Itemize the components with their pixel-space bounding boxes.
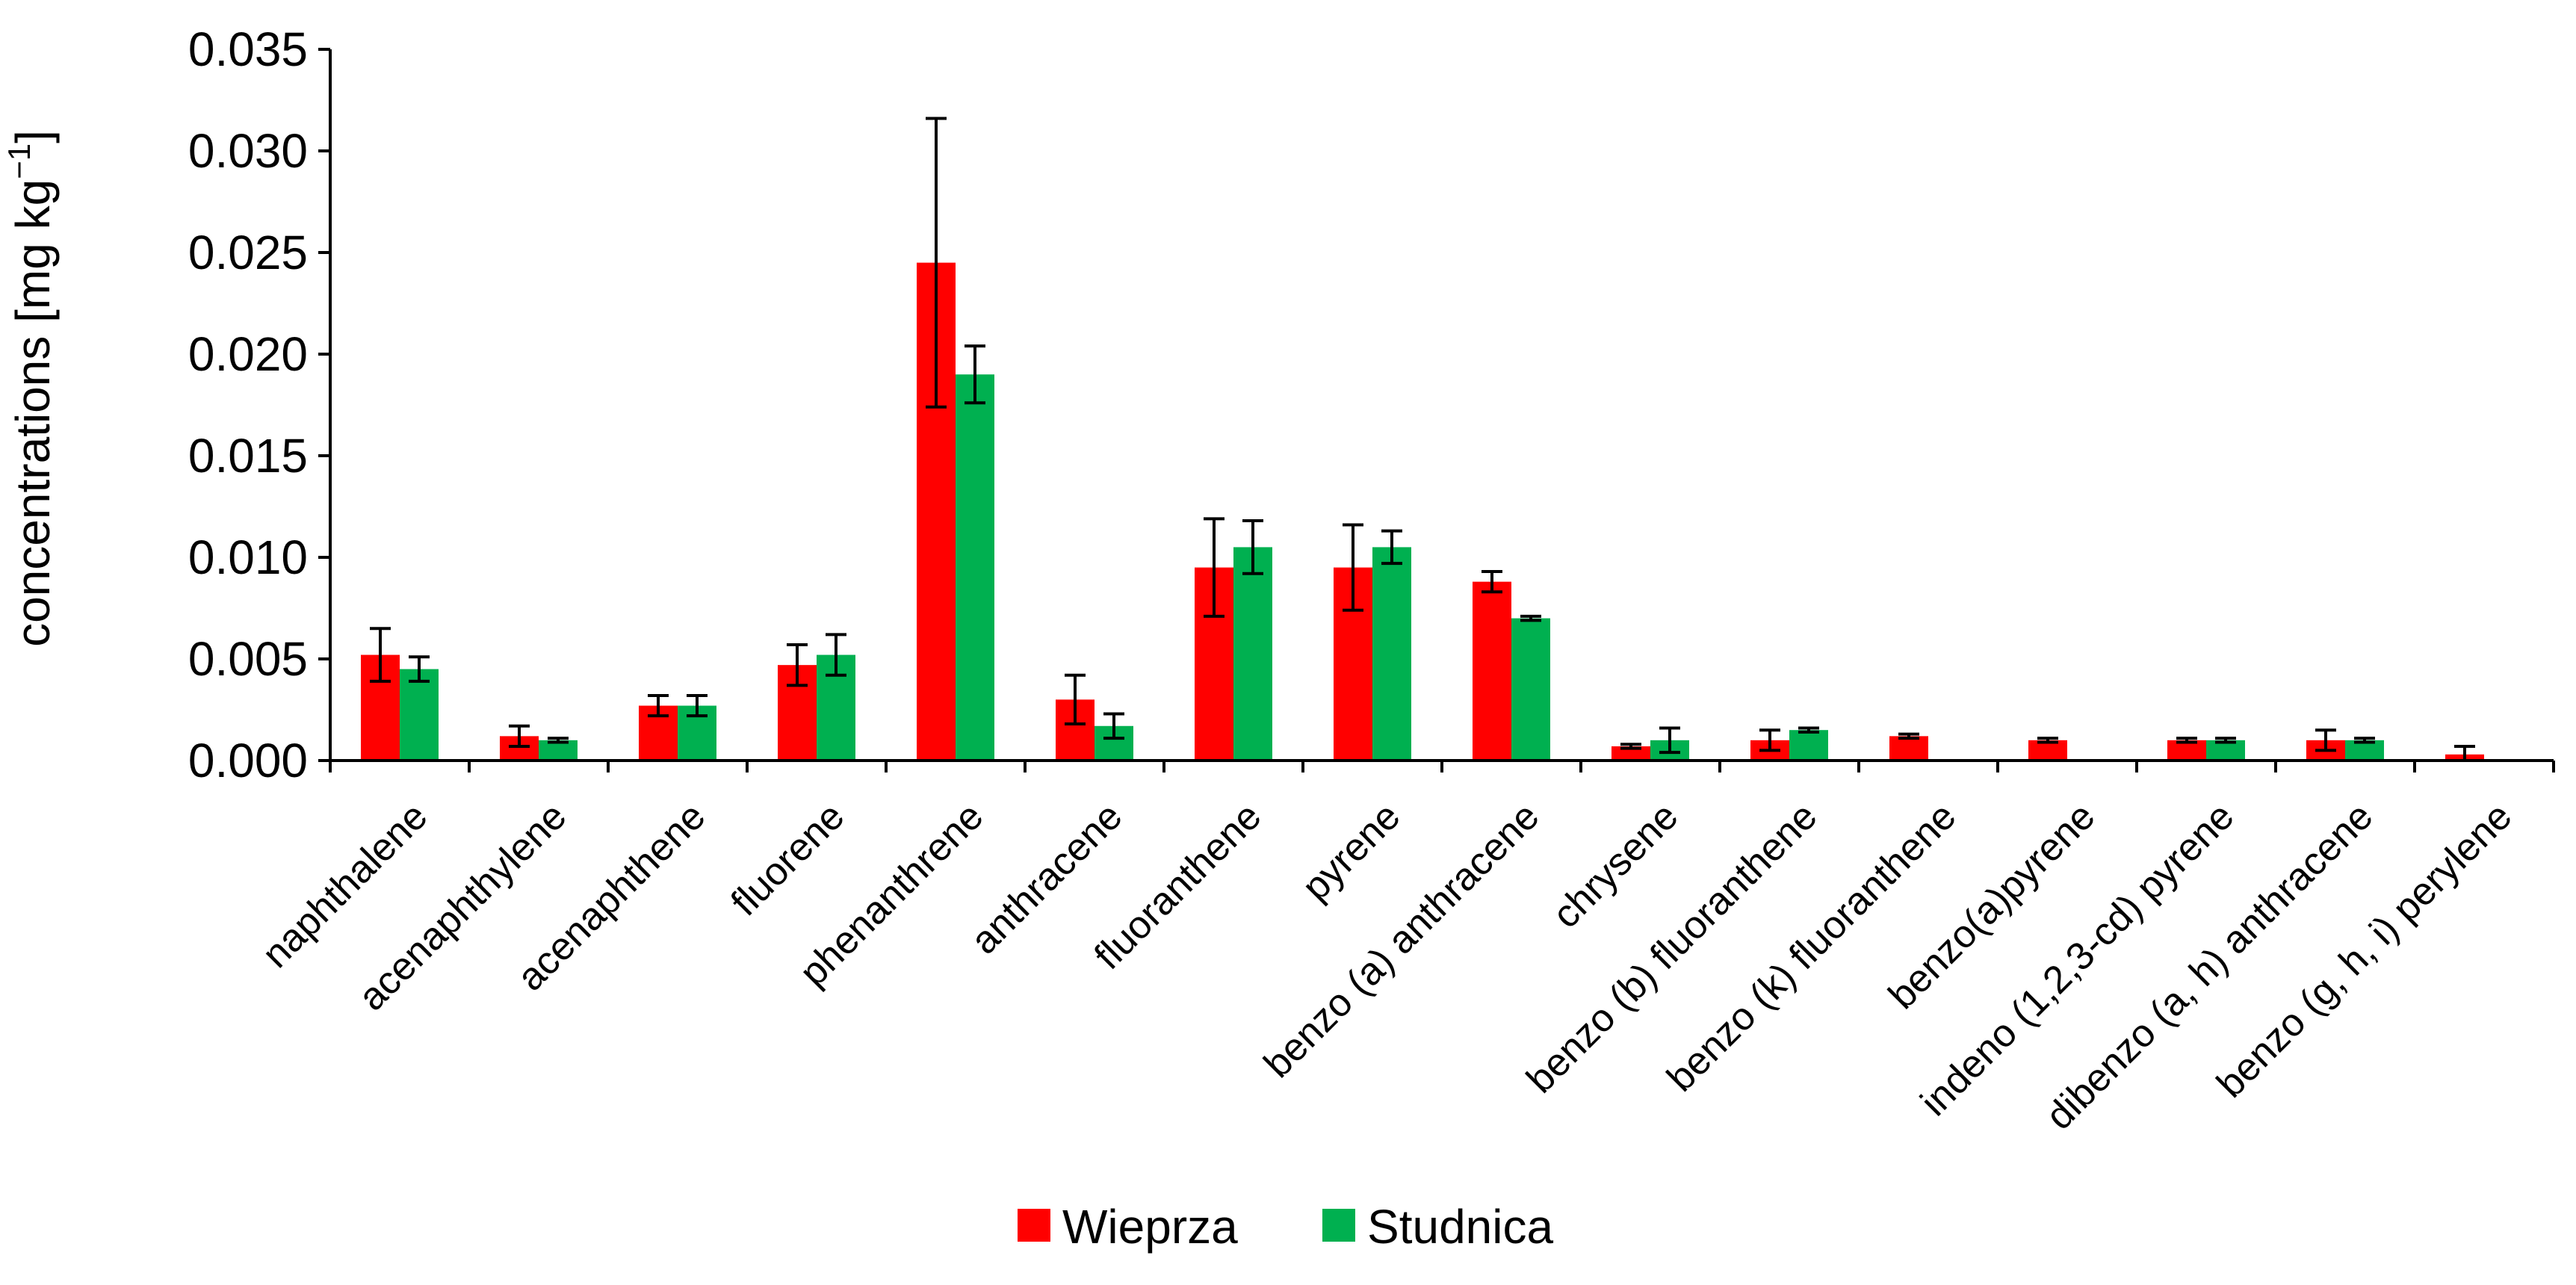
- error-bar-studnica: [548, 737, 569, 744]
- error-bar-wieprza: [2037, 737, 2058, 744]
- legend-item-wieprza: Wieprza: [1018, 1200, 1238, 1254]
- error-bar-wieprza: [1620, 743, 1641, 750]
- bar-wieprza: [1611, 746, 1650, 761]
- y-tick-label: 0.025: [188, 226, 308, 279]
- error-bar-wieprza: [926, 117, 947, 409]
- error-bar-studnica: [965, 344, 985, 405]
- error-bar-wieprza: [370, 627, 391, 683]
- bar-studnica: [400, 669, 439, 761]
- x-category-label: benzo (k) fluoranthene: [1659, 794, 1965, 1100]
- bar-studnica: [1372, 547, 1411, 761]
- legend-swatch: [1018, 1209, 1050, 1242]
- bar-studnica: [1511, 618, 1550, 761]
- x-category-label: fluorene: [723, 794, 853, 924]
- legend-label: Wieprza: [1062, 1200, 1238, 1254]
- bars: [361, 262, 2484, 761]
- error-bar-wieprza: [787, 642, 808, 687]
- bar-studnica: [956, 374, 994, 761]
- y-axis: 0.000 0.005 0.010 0.015 0.020 0.025 0.030 0.035: [188, 22, 332, 787]
- error-bars: [370, 117, 2475, 762]
- legend-label: Studnica: [1367, 1200, 1553, 1254]
- y-tick-label: 0.020: [188, 327, 308, 381]
- bar-wieprza: [1889, 736, 1928, 761]
- y-tick-label: 0.035: [188, 22, 308, 76]
- x-category-label: chrysene: [1544, 794, 1686, 936]
- bar-wieprza: [1473, 581, 1511, 761]
- error-bar-studnica: [1798, 726, 1819, 734]
- error-bar-wieprza: [1898, 732, 1919, 740]
- x-category-label: pyrene: [1294, 794, 1408, 908]
- y-tick-label: 0.015: [188, 429, 308, 483]
- error-bar-wieprza: [509, 724, 530, 748]
- y-tick-label: 0.030: [188, 124, 308, 178]
- error-bar-studnica: [2215, 737, 2236, 744]
- error-bar-studnica: [687, 693, 708, 718]
- error-bar-wieprza: [1204, 517, 1224, 618]
- x-category-label: benzo (a) anthracene: [1256, 794, 1548, 1086]
- error-bar-studnica: [1242, 519, 1263, 575]
- error-bar-studnica: [1520, 614, 1541, 622]
- error-bar-wieprza: [2315, 728, 2336, 752]
- error-bar-wieprza: [2176, 737, 2197, 744]
- error-bar-studnica: [1103, 712, 1124, 740]
- error-bar-wieprza: [648, 693, 669, 718]
- error-bar-wieprza: [1759, 728, 1780, 752]
- error-bar-wieprza: [1481, 570, 1502, 594]
- y-tick-label: 0.005: [188, 632, 308, 686]
- error-bar-studnica: [1381, 529, 1402, 566]
- y-tick-label: 0.000: [188, 734, 308, 787]
- error-bar-wieprza: [1065, 673, 1086, 726]
- y-axis-title: concentrations [mg kg−1]: [1, 130, 60, 647]
- error-bar-studnica: [2354, 737, 2375, 744]
- bar-studnica: [1233, 547, 1272, 761]
- legend: Wieprza Studnica: [1018, 1200, 1553, 1254]
- error-bar-studnica: [1659, 726, 1680, 755]
- error-bar-studnica: [409, 655, 430, 683]
- svg-text:concentrations [mg kg−1]: concentrations [mg kg−1]: [1, 130, 60, 647]
- y-tick-label: 0.010: [188, 530, 308, 584]
- error-bar-studnica: [826, 633, 846, 677]
- bar-studnica: [1789, 730, 1828, 761]
- legend-swatch: [1322, 1209, 1355, 1242]
- legend-item-studnica: Studnica: [1322, 1200, 1553, 1254]
- error-bar-wieprza: [1343, 523, 1363, 612]
